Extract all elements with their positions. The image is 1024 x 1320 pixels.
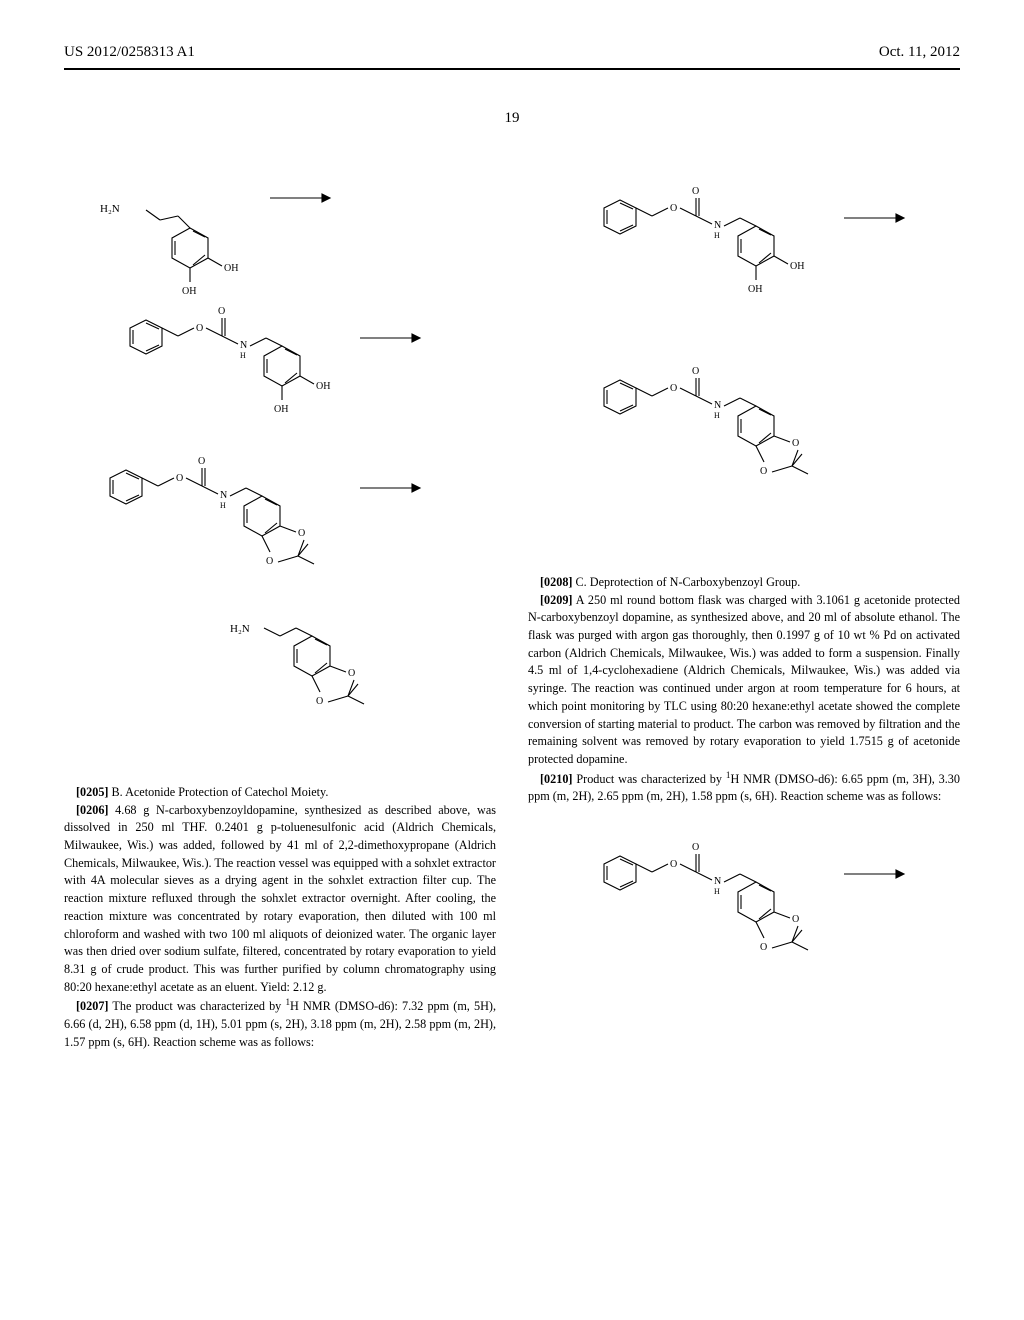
header-divider	[64, 68, 960, 70]
svg-text:H: H	[714, 231, 720, 240]
para-0210-text-a: Product was characterized by	[573, 772, 726, 786]
reaction-scheme-right-bottom: O O N H O	[528, 814, 960, 1014]
svg-text:O: O	[348, 668, 355, 679]
svg-text:N: N	[714, 400, 721, 411]
reaction-scheme-left: H₂N OH OH	[64, 158, 496, 768]
svg-text:N: N	[240, 340, 247, 351]
para-num-0206: [0206]	[76, 803, 109, 817]
svg-text:O: O	[266, 556, 273, 567]
svg-text:O: O	[198, 456, 205, 467]
para-0206-text: 4.68 g N-carboxybenzoyldopamine, synthes…	[64, 803, 496, 994]
pub-date: Oct. 11, 2012	[879, 44, 960, 61]
pub-number: US 2012/0258313 A1	[64, 44, 195, 61]
para-0207: [0207] The product was characterized by …	[64, 996, 496, 1051]
svg-text:OH: OH	[182, 286, 196, 297]
right-column: O O N H O	[528, 150, 960, 1280]
scheme-right-bottom-svg: O O N H O	[534, 814, 954, 1014]
svg-text:OH: OH	[224, 263, 238, 274]
para-0208: [0208] C. Deprotection of N-Carboxybenzo…	[528, 574, 960, 592]
para-num-0210: [0210]	[540, 772, 573, 786]
svg-text:O: O	[792, 438, 799, 449]
para-num-0205: [0205]	[76, 785, 109, 799]
svg-text:OH: OH	[790, 261, 804, 272]
svg-text:OH: OH	[274, 404, 288, 415]
svg-text:O: O	[670, 383, 677, 394]
para-0208-text: C. Deprotection of N-Carboxybenzoyl Grou…	[573, 575, 801, 589]
svg-text:O: O	[298, 528, 305, 539]
svg-text:OH: OH	[748, 284, 762, 295]
reaction-scheme-right-top: O O N H O	[528, 158, 960, 558]
para-0205: [0205] B. Acetonide Protection of Catech…	[64, 784, 496, 802]
para-num-0207: [0207]	[76, 999, 109, 1013]
svg-text:H: H	[714, 411, 720, 420]
para-0206: [0206] 4.68 g N-carboxybenzoyldopamine, …	[64, 802, 496, 997]
svg-text:O: O	[692, 366, 699, 377]
svg-text:N: N	[714, 876, 721, 887]
svg-text:O: O	[760, 466, 767, 477]
page-number: 19	[0, 110, 1024, 127]
svg-text:H: H	[714, 887, 720, 896]
para-num-0208: [0208]	[540, 575, 573, 589]
para-num-0209: [0209]	[540, 593, 573, 607]
svg-text:H: H	[220, 501, 226, 510]
svg-text:O: O	[670, 203, 677, 214]
svg-text:O: O	[692, 186, 699, 197]
svg-text:O: O	[760, 942, 767, 953]
para-0205-text: B. Acetonide Protection of Catechol Moie…	[109, 785, 329, 799]
svg-text:N: N	[220, 490, 227, 501]
svg-text:OH: OH	[316, 381, 330, 392]
scheme-right-top-svg: O O N H O	[534, 158, 954, 558]
para-0210: [0210] Product was characterized by 1H N…	[528, 769, 960, 806]
svg-text:H₂N: H₂N	[230, 623, 250, 635]
para-0207-text-a: The product was characterized by	[109, 999, 286, 1013]
svg-text:N: N	[714, 220, 721, 231]
svg-text:O: O	[692, 842, 699, 853]
svg-text:H₂N: H₂N	[100, 203, 120, 215]
svg-text:O: O	[218, 306, 225, 317]
svg-text:H: H	[240, 351, 246, 360]
svg-text:O: O	[176, 473, 183, 484]
svg-text:O: O	[792, 914, 799, 925]
svg-text:O: O	[196, 323, 203, 334]
svg-text:O: O	[670, 859, 677, 870]
para-0209-text: A 250 ml round bottom flask was charged …	[528, 593, 960, 766]
left-column: H₂N OH OH	[64, 150, 496, 1280]
svg-text:O: O	[316, 696, 323, 707]
scheme-left-svg: H₂N OH OH	[70, 158, 490, 768]
para-0209: [0209] A 250 ml round bottom flask was c…	[528, 592, 960, 769]
